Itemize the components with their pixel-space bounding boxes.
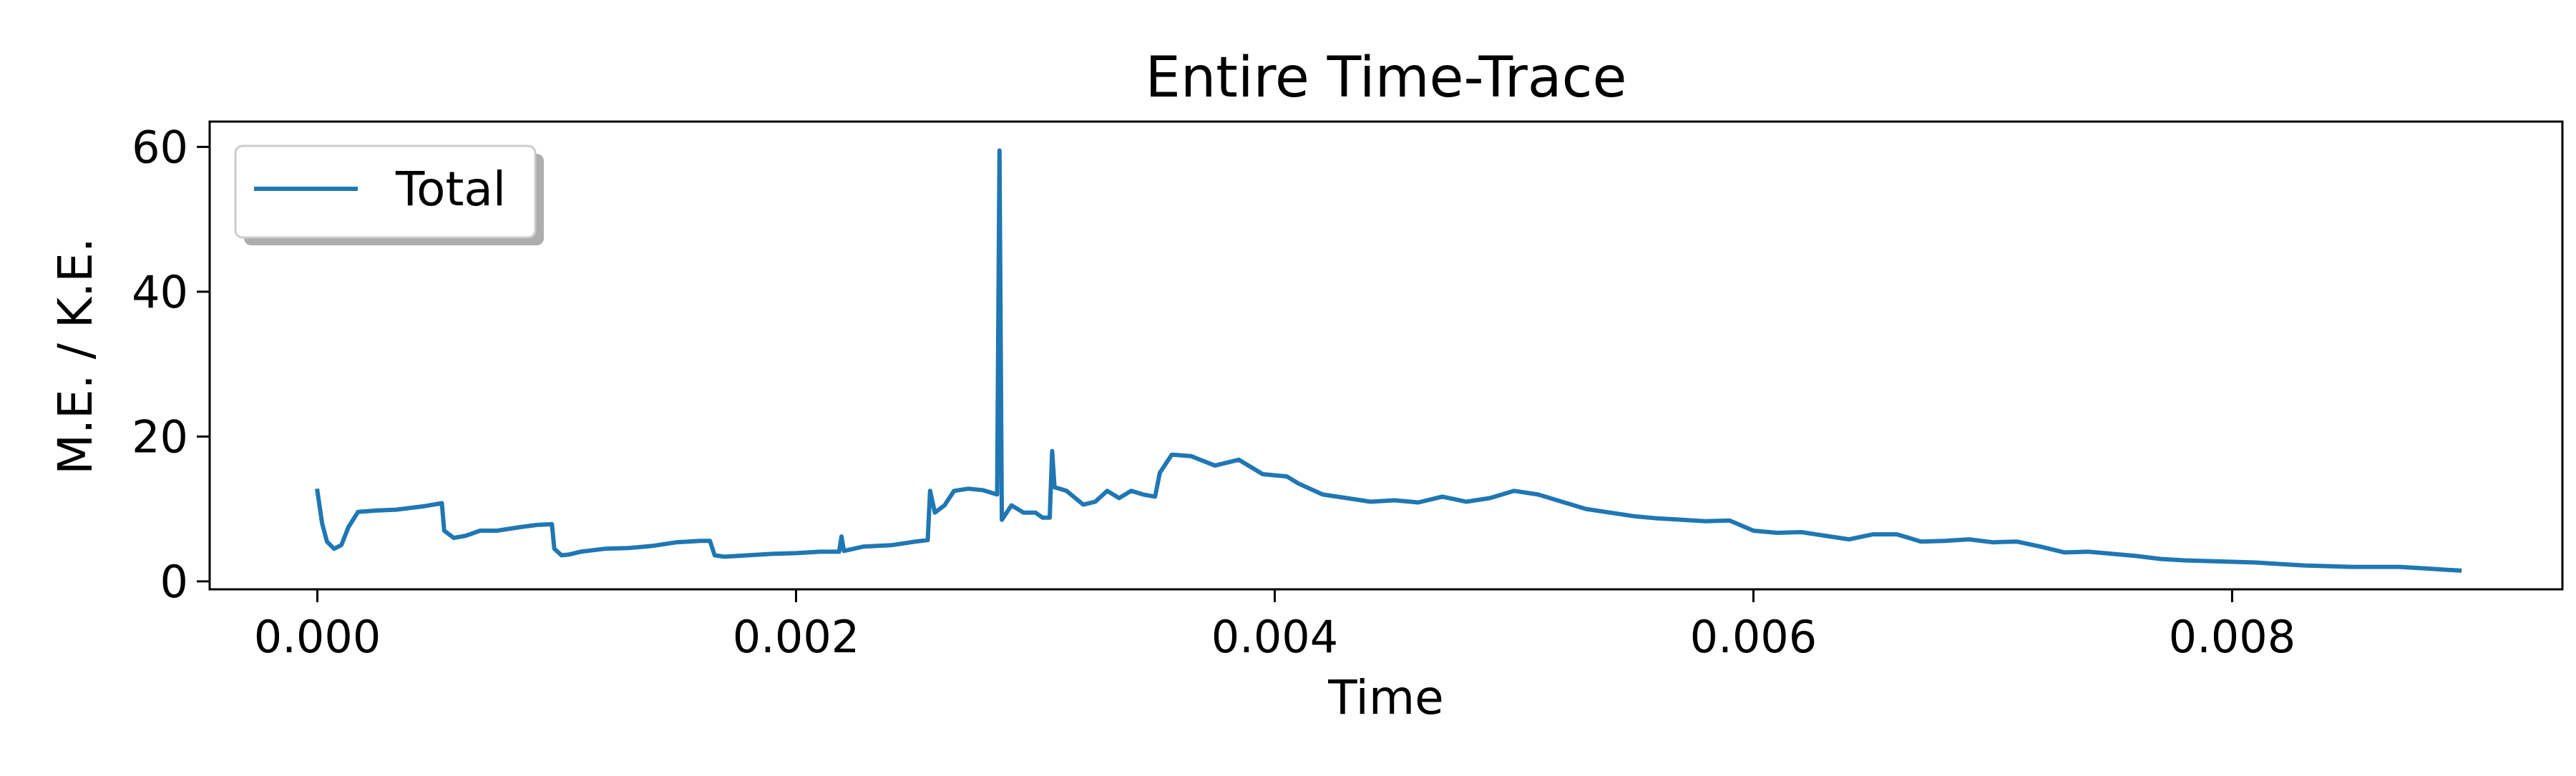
- x-tick-label: 0.008: [2169, 611, 2296, 663]
- axes-frame: [208, 120, 2564, 591]
- x-axis-label: Time: [1327, 670, 1444, 725]
- axes: 0.000 0.002 0.004 0.006 0.008 0 20 40 60: [132, 120, 2564, 663]
- legend: Total: [234, 144, 544, 245]
- legend-frame: [234, 144, 537, 239]
- y-axis-label: M.E. / K.E.: [48, 237, 103, 475]
- legend-label-total: Total: [395, 162, 506, 217]
- x-tick-label: 0.006: [1690, 611, 1818, 663]
- y-tick-label: 40: [132, 266, 188, 318]
- x-tick-label: 0.004: [1211, 611, 1339, 663]
- plot-area: [315, 148, 2462, 573]
- series-line-total: [315, 148, 2462, 573]
- y-tick-label: 60: [132, 121, 188, 173]
- x-tick-label: 0.002: [733, 611, 860, 663]
- y-tick-label: 0: [160, 556, 188, 608]
- x-tick-label: 0.000: [254, 611, 381, 663]
- chart-title: Entire Time-Trace: [1146, 46, 1627, 110]
- y-tick-label: 20: [132, 411, 188, 463]
